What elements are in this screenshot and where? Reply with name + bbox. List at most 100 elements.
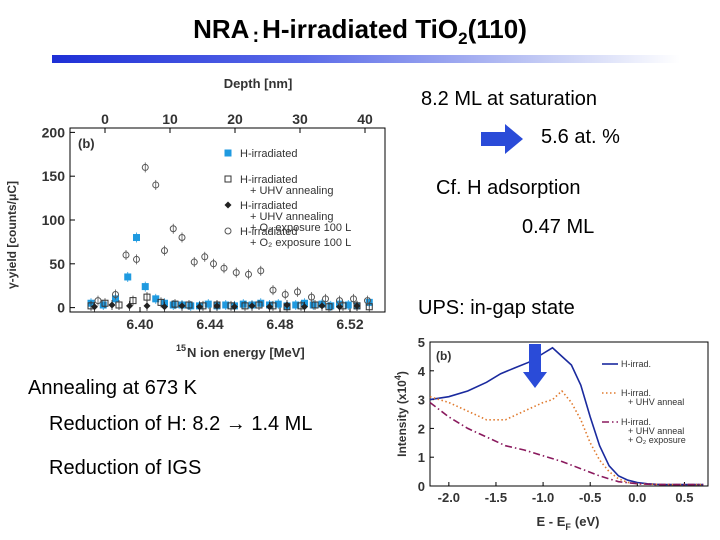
nra-data-point	[241, 302, 249, 310]
nra-top-ticks: 0 10 20 30 40	[101, 111, 373, 133]
nra-y-tick-label: 200	[42, 124, 66, 140]
nra-data-point	[325, 303, 333, 311]
nra-data-point	[274, 300, 282, 308]
slide-title: NRA: H-irradiated TiO2(110)	[0, 14, 720, 49]
nra-data-point	[108, 301, 116, 309]
nra-series-2	[91, 299, 361, 312]
ups-x-ticks: -2.0 -1.5 -1.0 -0.5 0.0 0.5	[438, 482, 693, 505]
nra-data-point	[344, 301, 352, 309]
right-arrow-icon	[481, 124, 523, 154]
ups-y-axis-label-text: Intensity (x10	[395, 380, 409, 457]
nra-legend-label: H-irradiated	[240, 200, 297, 212]
nra-top-tick-label: 0	[101, 111, 109, 127]
nra-legend-marker	[224, 227, 232, 235]
nra-legend-label: + O₂ exposure 100 L	[250, 237, 351, 249]
nra-data-point	[301, 303, 308, 311]
nra-x-axis-label: N ion energy [MeV]	[187, 345, 305, 360]
nra-data-point	[222, 301, 230, 309]
nra-legend-label: H-irradiated	[240, 226, 297, 238]
note-cf-h-adsorption: Cf. H adsorption	[436, 177, 581, 199]
ups-x-tick-label: -1.0	[532, 490, 554, 505]
nra-data-point	[171, 300, 179, 308]
ups-x-tick-label: 0.0	[628, 490, 646, 505]
nra-data-point	[122, 251, 130, 259]
nra-legend-label: H-irradiated	[240, 148, 297, 160]
title-part-surface: (110)	[467, 14, 527, 44]
note-ups: UPS: in-gap state	[418, 297, 575, 319]
ups-y-tick-label: 3	[418, 393, 425, 408]
nra-legend-marker	[224, 201, 232, 209]
ups-x-axis-label-text: E - E	[537, 514, 566, 529]
title-underline-bar	[52, 55, 680, 63]
note-at-percent: 5.6 at. %	[541, 126, 620, 148]
nra-data-point	[283, 301, 291, 309]
nra-data-marks	[87, 162, 373, 312]
nra-data-point	[309, 301, 317, 309]
nra-data-point	[239, 300, 247, 308]
nra-data-point	[185, 301, 193, 309]
note-saturation: 8.2 ML at saturation	[421, 88, 598, 110]
nra-y-tick-label: 0	[57, 300, 65, 316]
ups-chart: 0 1 2 3 4 5 -2.0 -1.5 -1.0 -0.5 0.0 0.5 (b) Intens…	[393, 335, 709, 532]
nra-data-point	[169, 301, 177, 309]
nra-y-tick-label: 100	[42, 212, 66, 228]
ups-x-axis-label-unit: (eV)	[575, 514, 600, 529]
ups-y-ticks: 0 1 2 3 4 5	[418, 335, 434, 494]
nra-data-point	[201, 253, 209, 261]
ups-x-tick-label: 0.5	[675, 490, 693, 505]
nra-data-point	[99, 301, 107, 309]
nra-data-point	[308, 293, 315, 301]
nra-y-tick-label: 50	[49, 256, 65, 272]
title-colon: :	[252, 25, 260, 47]
ups-legend-label: + UHV anneal	[628, 426, 684, 436]
nra-x-tick-label: 6.48	[266, 316, 293, 332]
nra-legend-marker	[224, 149, 232, 157]
nra-data-point	[327, 302, 335, 310]
nra-data-point	[311, 301, 319, 309]
ups-x-axis-label-sub: F	[565, 522, 571, 532]
ups-y-tick-label: 4	[418, 364, 426, 379]
nra-data-point	[129, 297, 137, 305]
nra-data-point	[112, 290, 119, 298]
nra-data-point	[178, 302, 186, 310]
nra-data-point	[257, 299, 265, 307]
title-subscript: 2	[458, 29, 468, 49]
nra-data-point	[365, 303, 373, 311]
nra-x-tick-label: 6.52	[336, 316, 363, 332]
nra-x-ticks: 6.40 6.44 6.48 6.52	[126, 307, 364, 332]
nra-x-tick-label: 6.44	[196, 316, 223, 332]
nra-data-point	[255, 301, 263, 309]
nra-top-axis-label: Depth [nm]	[224, 76, 293, 91]
nra-x-axis-label-prefix: 15	[176, 343, 186, 353]
nra-data-point	[248, 302, 256, 310]
ups-y-axis-label-sup: 4	[393, 375, 403, 380]
ups-x-axis-label: E - EF (eV)	[537, 514, 600, 532]
ups-y-axis-label: Intensity (x104)	[393, 371, 409, 457]
nra-data-point	[152, 181, 160, 189]
nra-data-point	[232, 269, 240, 277]
nra-data-point	[204, 300, 212, 308]
nra-legend-label: + O₂ exposure 100 L	[250, 222, 351, 234]
note-reduction-h: Reduction of H: 8.2 → 1.4 ML	[49, 413, 313, 435]
nra-data-point	[213, 302, 221, 310]
nra-data-point	[141, 283, 149, 291]
nra-legend-label: + UHV annealing	[250, 185, 333, 197]
nra-top-tick-label: 10	[162, 111, 178, 127]
nra-data-point	[178, 234, 186, 242]
nra-data-point	[124, 273, 132, 281]
nra-data-point	[257, 267, 265, 275]
nra-top-axis: Depth [nm] 0 10 20 30 40	[70, 76, 385, 133]
nra-data-point	[187, 302, 195, 310]
nra-data-point	[115, 301, 123, 309]
right-arrow-shape	[481, 124, 523, 154]
nra-legend-label: + UHV annealing	[250, 211, 333, 223]
nra-data-point	[281, 290, 289, 298]
ups-panel-label: (b)	[436, 349, 451, 363]
nra-data-point	[245, 270, 252, 278]
ups-plot-frame	[429, 341, 709, 487]
ups-legend-label: H-irrad.	[621, 417, 651, 427]
nra-panel-label: (b)	[78, 136, 95, 151]
nra-series-3	[94, 162, 371, 306]
ups-x-tick-label: -0.5	[579, 490, 601, 505]
